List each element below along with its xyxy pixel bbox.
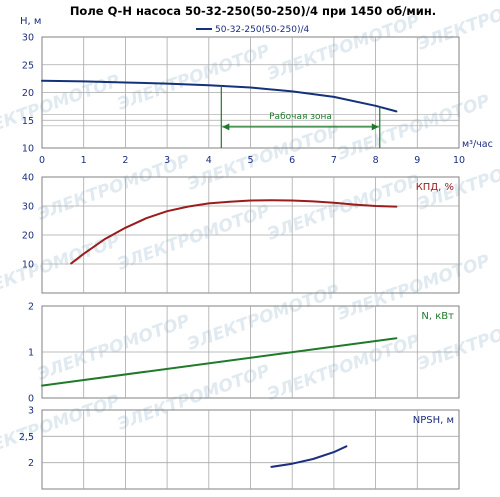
watermark-text: ЭЛЕКТРОМОТОР — [265, 11, 423, 85]
series-line-efficiency — [70, 199, 398, 265]
watermark-text: ЭЛЕКТРОМОТОР — [265, 171, 423, 245]
y-tick-label: 25 — [22, 60, 34, 71]
watermark-text: ЭЛЕКТРОМОТОР — [335, 251, 493, 325]
y-tick-label: 30 — [22, 33, 34, 44]
x-tick-label: 10 — [453, 155, 465, 166]
panel-head: 10 15 20 25 30 0 1 2 3 4 5 6 7 8 9 10 H, м м³/час 50-32-25… — [20, 16, 493, 166]
watermark-text: ЭЛЕКТРОМОТОР — [265, 331, 423, 405]
x-tick-label: 3 — [164, 155, 170, 166]
panel-efficiency: 10 20 30 40 КПД, % — [22, 173, 460, 294]
series-line-npsh — [270, 445, 348, 468]
watermark-text: ЭЛЕКТРОМОТОР — [415, 141, 500, 215]
watermark-text: ЭЛЕКТРОМОТОР — [35, 311, 193, 385]
series-line-power — [41, 337, 398, 387]
y-tick-label: 10 — [22, 260, 34, 271]
watermark: ЭЛЕКТРОМОТОРЭЛЕКТРОМОТОРЭЛЕКТРОМОТОРЭЛЕК… — [0, 0, 500, 465]
working-zone-annotation: Рабочая зона — [220, 85, 381, 148]
chart-title: Поле Q-H насоса 50-32-250(50-250)/4 при … — [70, 4, 436, 18]
x-tick-label: 9 — [414, 155, 420, 166]
zone-arrowhead-left — [222, 123, 230, 131]
y-tick-label: 40 — [22, 173, 34, 184]
panel-npsh: 22,53012345678910NPSH, м — [19, 406, 465, 497]
y-tick-label: 10 — [22, 144, 34, 155]
watermark-text: ЭЛЕКТРОМОТОР — [115, 41, 273, 115]
y-axis-label: H, м — [20, 16, 41, 27]
legend: 50-32-250(50-250)/4 — [196, 25, 310, 35]
y-axis-label: КПД, % — [416, 182, 454, 193]
legend-label: 50-32-250(50-250)/4 — [215, 25, 310, 35]
y-tick-label: 3 — [28, 406, 34, 417]
watermark-text: ЭЛЕКТРОМОТОР — [0, 391, 123, 465]
series-line-head — [41, 79, 398, 113]
x-tick-label: 8 — [373, 155, 379, 166]
x-tick-label: 5 — [247, 155, 253, 166]
x-tick-label: 4 — [206, 155, 212, 166]
x-tick-label: 1 — [81, 155, 87, 166]
x-tick-label: 7 — [331, 155, 337, 166]
x-axis-label: м³/час — [462, 139, 493, 150]
y-axis-label: N, кВт — [421, 311, 454, 322]
x-tick-label: 2 — [122, 155, 128, 166]
y-tick-label: 30 — [22, 202, 34, 213]
x-tick-label: 6 — [289, 155, 295, 166]
watermark-text: ЭЛЕКТРОМОТОР — [0, 231, 123, 305]
y-tick-label: 20 — [22, 231, 34, 242]
x-tick-label: 0 — [39, 155, 45, 166]
y-tick-label: 0 — [28, 394, 34, 405]
panel-power: 0 1 2 N, кВт — [28, 302, 460, 405]
y-tick-label: 1 — [28, 348, 34, 359]
y-tick-label: 15 — [22, 116, 34, 127]
y-tick-label: 2 — [28, 302, 34, 313]
y-axis-label: NPSH, м — [413, 415, 454, 426]
zone-arrowhead-right — [371, 123, 379, 131]
y-tick-label: 2,5 — [19, 432, 34, 443]
working-zone-label: Рабочая зона — [269, 112, 332, 122]
y-tick-label: 20 — [22, 88, 34, 99]
y-tick-label: 2 — [28, 458, 34, 469]
